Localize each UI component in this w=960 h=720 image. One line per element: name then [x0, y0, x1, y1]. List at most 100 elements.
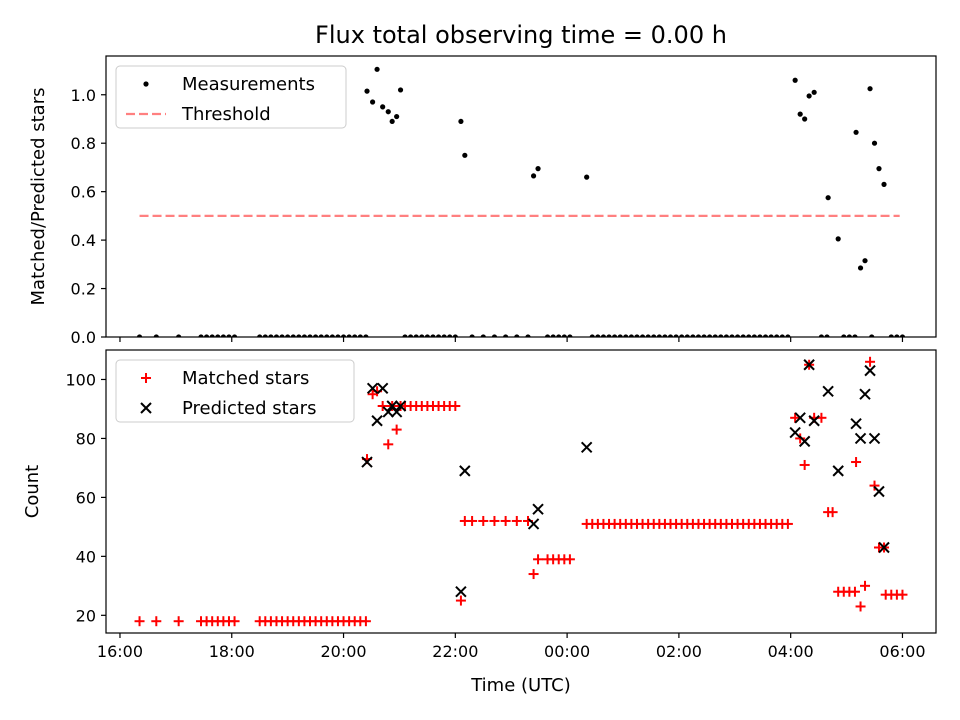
data-point	[346, 334, 352, 337]
data-point	[867, 86, 873, 92]
y-tick-label: 0.6	[71, 183, 96, 202]
data-point	[503, 334, 509, 337]
data-point	[899, 334, 906, 337]
data-point	[226, 334, 232, 337]
data-point	[173, 616, 184, 627]
data-point	[779, 334, 785, 337]
data-point	[589, 334, 595, 337]
data-point	[785, 334, 791, 337]
data-point	[556, 334, 562, 337]
data-point	[452, 334, 458, 337]
data-point	[134, 616, 145, 627]
data-point	[408, 334, 414, 337]
data-point	[651, 334, 657, 337]
data-point	[774, 334, 780, 337]
data-point	[335, 334, 341, 337]
data-point	[595, 334, 601, 337]
data-point	[370, 99, 376, 105]
data-point	[394, 400, 407, 412]
data-point	[352, 334, 358, 337]
data-point	[424, 334, 430, 337]
data-point	[855, 601, 866, 612]
data-point	[734, 334, 741, 337]
data-point	[385, 109, 391, 115]
data-point	[782, 518, 793, 529]
data-point	[869, 334, 875, 337]
data-point	[377, 401, 388, 412]
data-point	[656, 334, 662, 337]
data-point	[897, 589, 908, 600]
data-point	[402, 334, 408, 337]
data-point	[215, 334, 221, 337]
data-point	[469, 334, 475, 337]
data-point	[873, 485, 885, 498]
data-point	[528, 569, 539, 580]
data-point	[262, 334, 268, 337]
data-point	[797, 111, 803, 117]
y-tick-label: 100	[65, 370, 96, 389]
data-point	[803, 359, 815, 371]
data-point	[580, 441, 593, 453]
data-point	[533, 554, 544, 565]
data-point	[550, 334, 556, 337]
data-point	[382, 406, 394, 418]
data-point	[865, 356, 876, 367]
data-point	[718, 334, 724, 337]
series-measurements	[136, 66, 906, 337]
data-point	[329, 334, 335, 337]
data-point	[768, 334, 774, 337]
data-point	[357, 334, 363, 337]
data-point	[462, 152, 468, 158]
x-tick-label: 00:00	[544, 642, 590, 661]
data-point	[441, 334, 447, 337]
data-point	[864, 364, 876, 377]
data-point	[450, 401, 461, 412]
data-point	[340, 334, 347, 337]
data-point	[623, 334, 629, 337]
data-point	[220, 334, 226, 337]
data-point	[584, 174, 590, 180]
data-point	[799, 459, 810, 470]
axes-frame	[105, 349, 937, 634]
data-point	[151, 616, 162, 627]
data-point	[789, 426, 801, 439]
data-point	[832, 465, 844, 477]
data-point	[301, 334, 308, 337]
x-tick-label: 04:00	[768, 642, 814, 661]
x-tick-label: 18:00	[209, 642, 255, 661]
series-predicted-stars	[361, 359, 890, 598]
data-point	[894, 334, 900, 337]
data-point	[876, 166, 882, 172]
data-point	[818, 334, 825, 337]
data-point	[600, 334, 607, 337]
x-tick-label: 20:00	[320, 642, 366, 661]
data-point	[153, 334, 159, 337]
legend-label: Measurements	[182, 74, 315, 95]
data-point	[846, 334, 852, 337]
data-point	[822, 385, 834, 397]
data-point	[268, 334, 274, 337]
data-point	[878, 541, 890, 554]
data-point	[383, 439, 394, 450]
data-point	[792, 77, 798, 83]
data-point	[307, 334, 313, 337]
data-point	[397, 87, 404, 93]
y-tick-label: 0.0	[71, 328, 96, 347]
data-point	[535, 166, 541, 172]
data-point	[455, 586, 467, 598]
legend: Measurements Threshold	[115, 65, 347, 129]
data-point	[723, 334, 730, 337]
data-point	[802, 116, 808, 122]
data-point	[525, 334, 531, 337]
data-point	[360, 616, 371, 627]
data-point	[634, 334, 640, 337]
data-point	[712, 334, 718, 337]
data-point	[136, 334, 143, 337]
data-point	[869, 480, 880, 491]
data-point	[511, 515, 522, 526]
data-point	[478, 515, 489, 526]
data-point	[825, 195, 831, 201]
legend-label: Matched stars	[182, 368, 309, 389]
axes-frame	[105, 55, 937, 338]
